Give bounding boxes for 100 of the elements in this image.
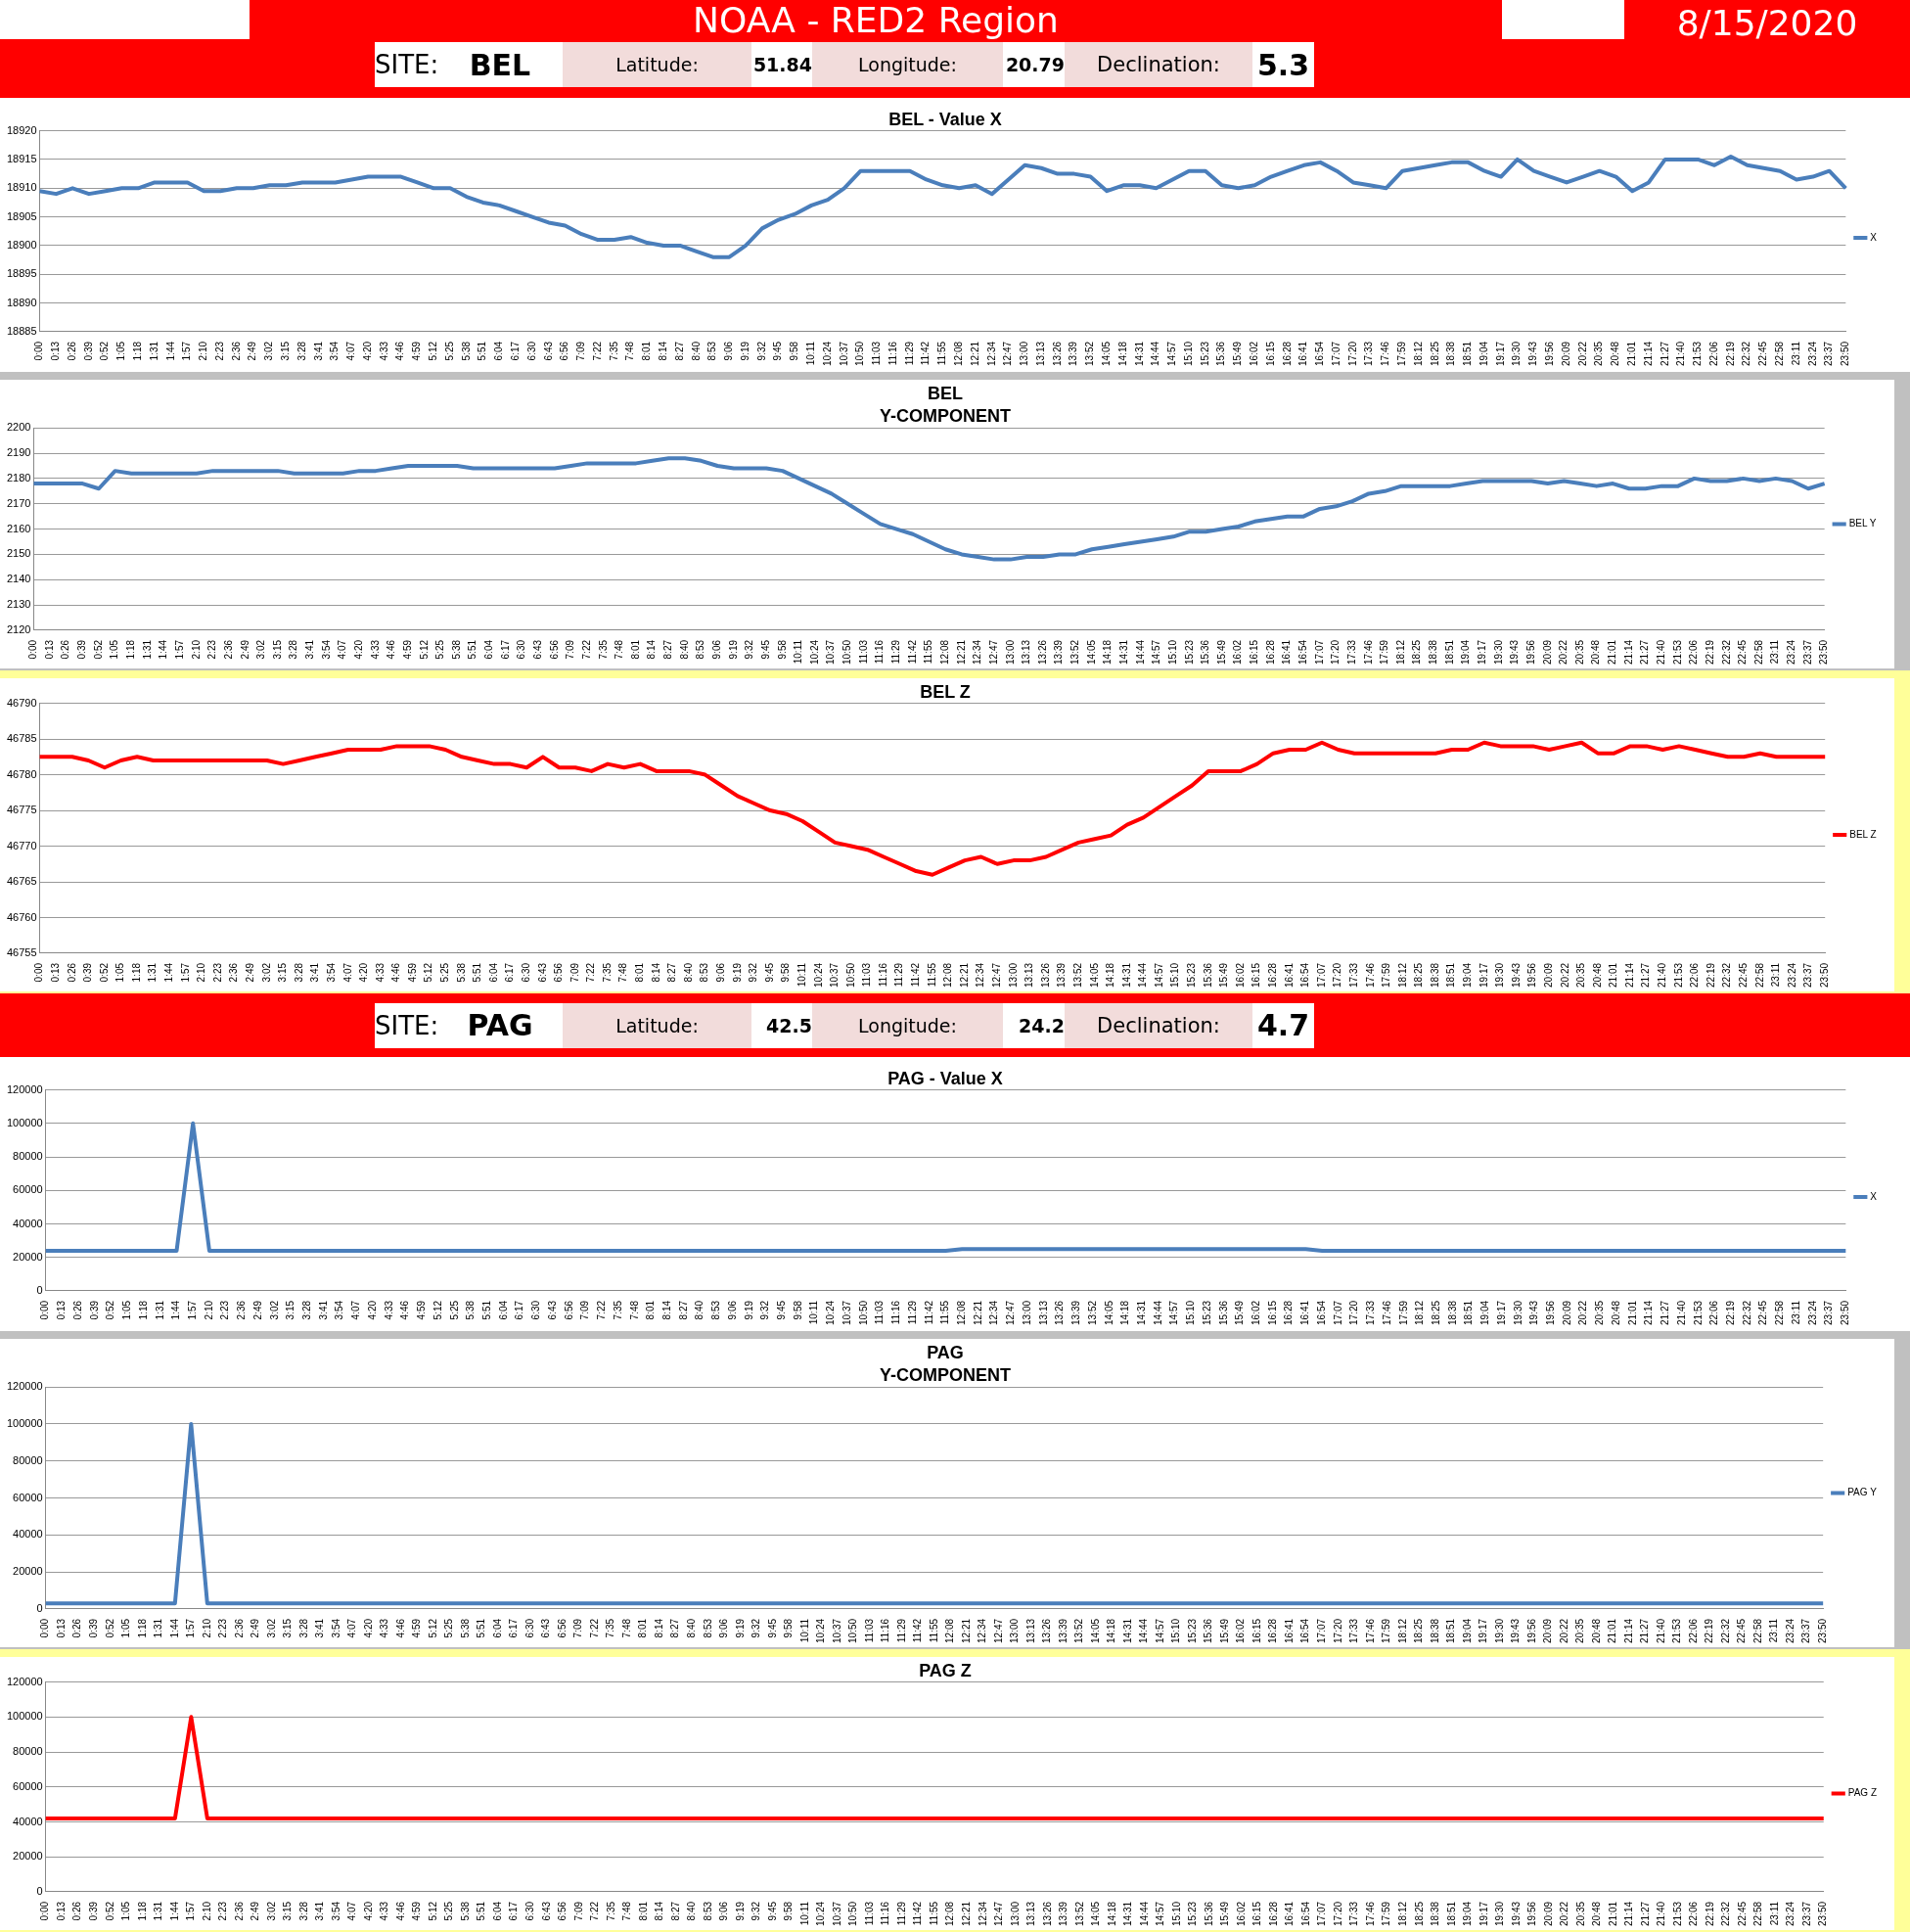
x-tick-label: 20:09 (1542, 1901, 1554, 1927)
x-tick-label: 10:24 (815, 1901, 827, 1927)
x-tick-label: 16:54 (1296, 639, 1308, 666)
x-tick-label: 17:46 (1380, 341, 1391, 367)
y-tick-label: 2140 (6, 573, 31, 585)
x-tick-label: 8:14 (660, 1300, 672, 1320)
x-tick-label: 23:50 (1818, 639, 1830, 666)
x-tick-label: 14:31 (1121, 1618, 1133, 1644)
x-tick-label: 0:00 (33, 962, 45, 983)
y-tick-label: 100000 (6, 1116, 43, 1128)
x-tick-label: 9:58 (783, 1618, 795, 1638)
x-tick-label: 1:05 (121, 1300, 133, 1320)
x-tick-label: 23:24 (1785, 1901, 1796, 1927)
x-tick-label: 21:01 (1625, 341, 1637, 367)
x-tick-label: 1:18 (132, 341, 144, 361)
x-tick-label: 14:05 (1089, 1618, 1101, 1644)
x-tick-label: 6:30 (524, 1901, 536, 1921)
x-tick-label: 18:12 (1397, 1901, 1409, 1927)
x-tick-label: 21:14 (1623, 1901, 1635, 1927)
x-tick-label: 6:56 (548, 639, 560, 660)
x-tick-label: 12:34 (972, 639, 983, 666)
x-tick-label: 17:59 (1381, 1901, 1392, 1927)
x-tick-label: 21:01 (1626, 1300, 1638, 1326)
x-tick-label: 17:07 (1332, 1300, 1343, 1326)
x-tick-label: 1:57 (186, 1300, 198, 1320)
x-tick-label: 7:48 (617, 962, 629, 983)
x-tick-label: 19:30 (1494, 1901, 1506, 1927)
x-tick-label: 7:35 (605, 1901, 616, 1921)
x-tick-label: 6:56 (557, 1901, 568, 1921)
x-tick-label: 10:11 (796, 962, 807, 988)
x-tick-label: 16:15 (1264, 341, 1276, 367)
x-tick-label: 7:09 (568, 962, 580, 983)
x-tick-label: 13:26 (1036, 639, 1048, 666)
x-tick-label: 0:39 (76, 639, 88, 660)
x-tick-label: 19:56 (1526, 962, 1538, 989)
x-tick-label: 2:36 (222, 639, 234, 660)
x-tick-label: 6:17 (508, 1618, 520, 1638)
x-tick-label: 10:50 (857, 1300, 869, 1326)
x-tick-label: 22:45 (1738, 962, 1750, 989)
x-tick-label: 16:02 (1249, 341, 1260, 367)
x-tick-label: 10:37 (838, 341, 849, 367)
x-tick-label: 8:27 (666, 962, 678, 983)
x-tick-label: 18:51 (1463, 1300, 1475, 1326)
x-tick-label: 16:02 (1234, 962, 1246, 989)
x-tick-label: 10:11 (793, 639, 804, 665)
x-tick-label: 9:45 (772, 341, 784, 361)
x-tick-label: 3:15 (285, 1300, 296, 1320)
x-tick-label: 7:35 (597, 639, 609, 660)
x-tick-label: 18:25 (1430, 1300, 1441, 1326)
x-tick-label: 5:25 (439, 962, 451, 983)
text: 4.7 (1252, 1002, 1314, 1048)
x-tick-label: 16:02 (1232, 639, 1244, 666)
x-tick-label: 9:19 (731, 962, 743, 983)
x-tick-label: 2:36 (228, 962, 240, 983)
x-tick-label: 14:05 (1088, 962, 1100, 989)
x-tick-label: 11:55 (936, 341, 948, 366)
x-tick-label: 21:14 (1622, 1618, 1634, 1644)
x-tick-label: 15:36 (1215, 341, 1227, 367)
x-tick-label: 2:10 (198, 341, 209, 361)
x-tick-label: 20:35 (1574, 1901, 1586, 1927)
x-tick-label: 12:08 (938, 639, 950, 666)
x-tick-label: 9:19 (734, 1901, 746, 1921)
x-tick-label: 3:28 (288, 639, 299, 660)
x-tick-label: 9:32 (744, 639, 755, 660)
x-tick-label: 4:20 (358, 962, 370, 983)
x-tick-label: 21:27 (1639, 1901, 1651, 1927)
x-tick-label: 6:04 (491, 1618, 503, 1638)
x-tick-label: 13:00 (1019, 341, 1030, 367)
x-tick-label: 11:55 (928, 1901, 939, 1926)
x-tick-label: 0:26 (66, 962, 77, 983)
x-tick-label: 20:09 (1542, 1618, 1554, 1644)
x-tick-label: 14:44 (1138, 1618, 1150, 1644)
x-tick-label: 22:45 (1737, 639, 1749, 666)
x-tick-label: 4:59 (411, 341, 423, 361)
x-tick-label: 8:27 (662, 639, 674, 660)
y-tick-label: 2120 (6, 623, 31, 636)
x-tick-label: 19:56 (1545, 1300, 1557, 1326)
x-tick-label: 0:26 (66, 341, 77, 361)
x-tick-label: 0:00 (39, 1618, 51, 1638)
x-tick-label: 15:23 (1187, 1901, 1199, 1927)
x-tick-label: 4:07 (345, 341, 357, 361)
x-tick-label: 11:16 (874, 639, 886, 665)
x-tick-label: 13:26 (1054, 1300, 1066, 1326)
x-tick-label: 21:40 (1675, 341, 1687, 367)
chart-title: PAG Z (919, 1660, 972, 1680)
x-tick-label: 2:49 (247, 341, 258, 361)
x-tick-label: 4:59 (416, 1300, 428, 1320)
x-tick-label: 13:00 (1007, 962, 1019, 989)
x-tick-label: 20:09 (1560, 341, 1571, 367)
y-tick-label: 20000 (13, 1850, 43, 1863)
x-tick-label: 18:51 (1443, 639, 1455, 666)
x-tick-label: 0:39 (88, 1300, 100, 1320)
x-tick-label: 11:29 (906, 1300, 918, 1325)
x-tick-label: 11:16 (890, 1300, 902, 1325)
x-tick-label: 19:17 (1494, 341, 1506, 367)
x-tick-label: 2:49 (244, 962, 255, 983)
x-tick-label: 15:49 (1234, 1300, 1246, 1326)
x-tick-label: 0:26 (71, 1618, 83, 1638)
x-tick-label: 22:58 (1773, 341, 1785, 367)
x-tick-label: 3:28 (297, 1901, 309, 1921)
